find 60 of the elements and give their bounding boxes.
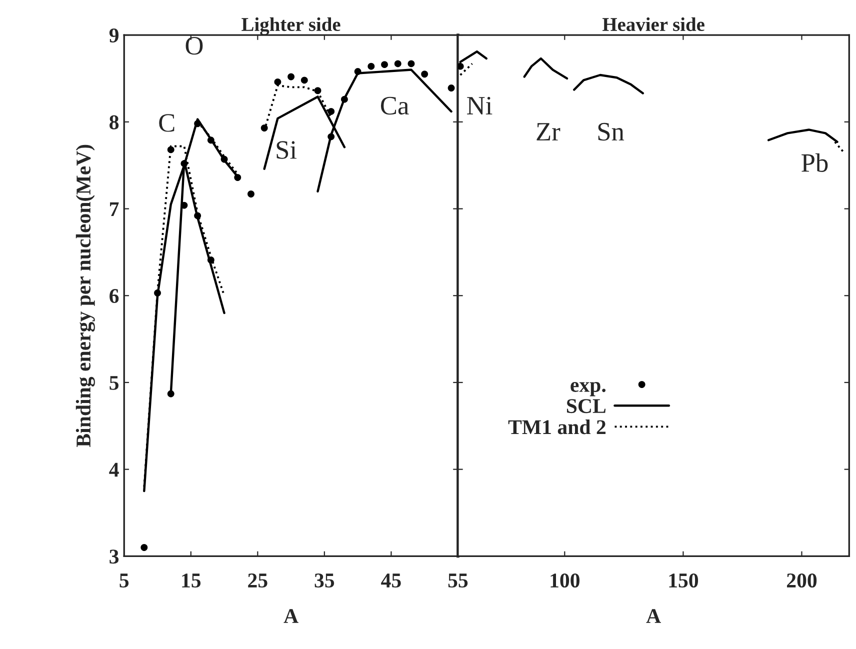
point [421,70,428,78]
point [207,136,214,144]
annotation: Ca [380,96,409,115]
point [220,156,228,163]
annotation: Pb [802,153,828,172]
point [140,544,148,551]
y-tick-label: 7 [110,202,119,216]
x-tick-label: 45 [381,574,401,588]
chart-title: Lighter side [242,17,340,36]
point [354,68,362,75]
point [328,108,335,115]
point [274,78,282,86]
point [167,390,174,398]
point [448,84,455,92]
x-tick-label: 35 [314,574,334,588]
y-tick-label: 8 [110,115,119,130]
annotation: O [186,36,203,55]
point [314,87,322,94]
point [408,60,415,68]
point [180,160,188,168]
point [234,174,242,181]
annotation: Sn [598,122,624,141]
annotation: Si [276,141,297,159]
x-tick-label: 100 [550,573,580,588]
x-tick-label: 150 [669,573,698,588]
point [300,76,308,84]
x-axis-title: A [646,609,661,623]
y-tick-label: 6 [110,289,119,304]
x-tick-label: 55 [448,574,468,588]
point [381,61,388,68]
x-tick-label: 15 [182,574,201,588]
point [394,60,402,68]
point [167,146,174,154]
point [194,120,202,128]
x-tick-label: 200 [786,573,817,588]
chart-title: Heavier side [602,17,704,32]
y-tick-label: 4 [109,462,119,477]
point [248,190,254,198]
legend-label: exp. [570,382,606,396]
legend-label: TM1 and 2 [508,420,606,434]
x-tick-label: 25 [248,574,268,588]
point [340,96,348,103]
x-tick-label: 5 [120,574,129,588]
annotation: C [159,114,174,132]
point [180,202,188,209]
annotation: Ni [467,96,492,114]
point [194,212,202,220]
y-tick-label: 3 [110,550,119,564]
point [260,124,268,132]
point [288,73,295,80]
point [368,62,375,70]
legend-label: SCL [566,399,606,414]
y-tick-label: 9 [109,28,119,42]
y-tick-label: 5 [110,376,118,390]
point [328,133,335,140]
point [154,290,161,296]
point [207,256,214,264]
annotation: Zr [536,123,560,140]
x-axis-title: A [284,609,298,623]
y-axis-title: Binding energy per nucleon(MeV) [76,144,95,447]
